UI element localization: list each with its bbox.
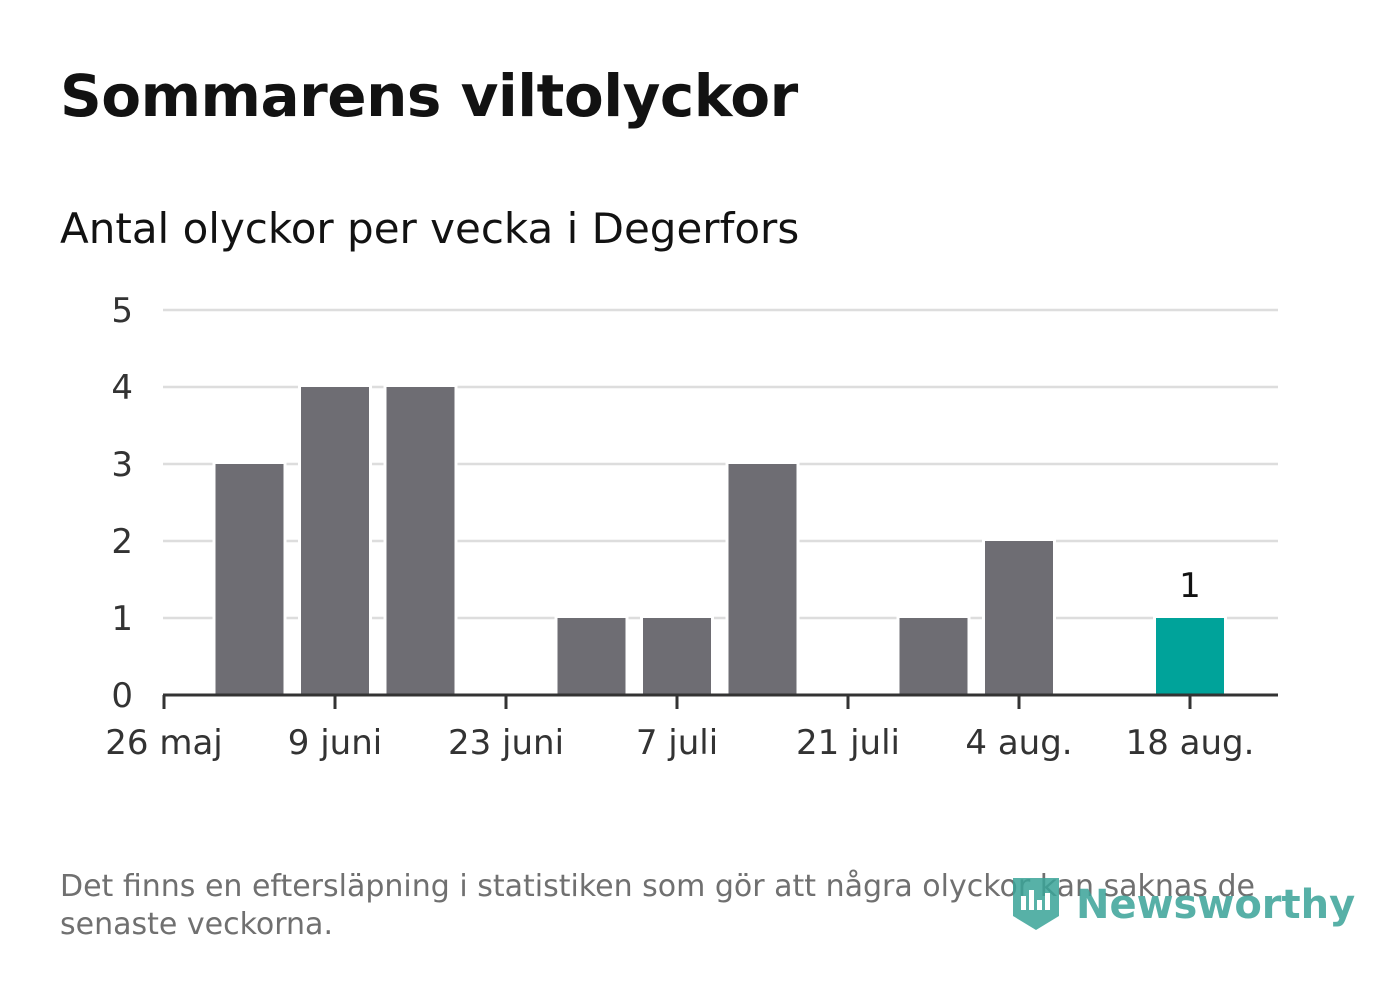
bar: [725, 461, 800, 698]
x-tick-label: 23 juni: [448, 723, 564, 763]
x-tick-label: 18 aug.: [1126, 723, 1255, 763]
bar: [298, 384, 372, 698]
newsworthy-logo-icon: [1013, 878, 1059, 930]
y-tick-label: 4: [111, 368, 133, 408]
x-tick-label: 7 juli: [636, 723, 718, 763]
y-tick-label: 3: [111, 445, 133, 485]
chart-title: Sommarens viltolyckor: [60, 62, 798, 130]
bar: [982, 538, 1056, 698]
axes: [162, 693, 1278, 709]
bar: [640, 615, 714, 698]
bar: [383, 384, 458, 698]
bar: [212, 461, 287, 698]
bars: [212, 384, 1227, 698]
labels: 0 1 2 3 4 5 1 26 maj 9 juni 23 juni 7 juli 21 juli 4…: [105, 291, 1254, 763]
logo-text: Newsworthy: [1076, 882, 1356, 928]
newsworthy-logo: Newsworthy: [1010, 874, 1355, 936]
chart-subtitle: Antal olyckor per vecka i Degerfors: [60, 204, 800, 253]
x-tick-label: 26 maj: [105, 723, 222, 763]
x-tick-label: 9 juni: [288, 723, 382, 763]
y-tick-label: 5: [111, 291, 133, 331]
bar-chart: 0 1 2 3 4 5 1 26 maj 9 juni 23 juni 7 juli 21 juli 4…: [105, 291, 1278, 763]
x-tick-label: 21 juli: [796, 723, 900, 763]
y-tick-label: 0: [111, 676, 133, 716]
bar: [554, 615, 629, 698]
y-tick-label: 1: [111, 599, 133, 639]
bar: [896, 615, 971, 698]
bar-highlight: [1153, 615, 1227, 698]
x-tick-label: 4 aug.: [965, 723, 1072, 763]
data-label: 1: [1179, 566, 1201, 606]
y-tick-label: 2: [111, 522, 133, 562]
